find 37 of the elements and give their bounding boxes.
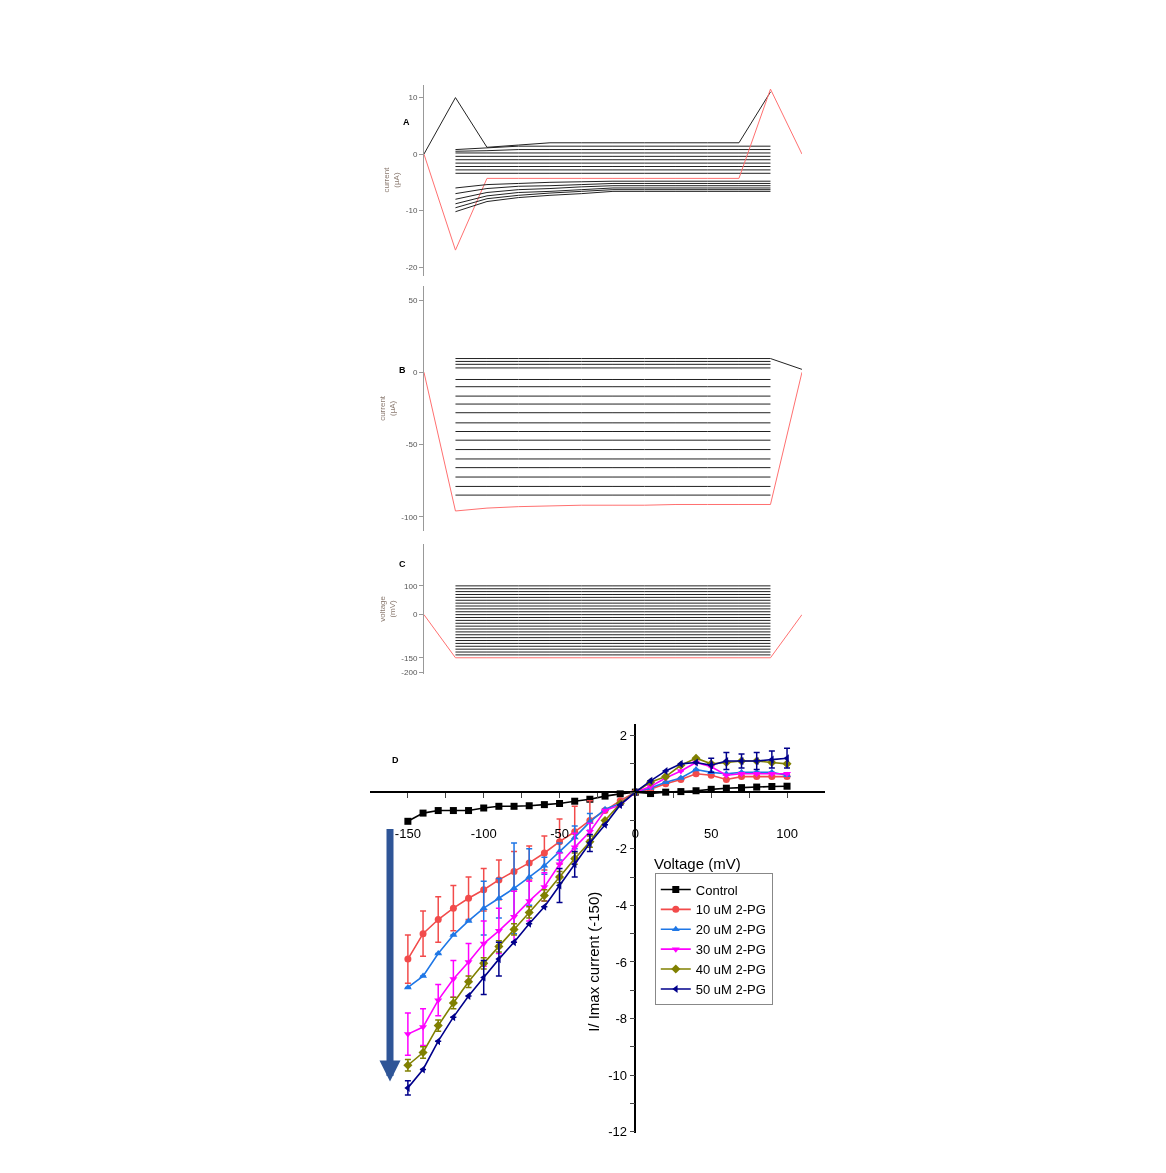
x-tick-label: 100 <box>776 825 798 841</box>
y-tick-label: -10 <box>405 206 418 216</box>
legend-label: 30 uM 2-PG <box>695 942 766 958</box>
y-tick-label: -4 <box>615 897 628 913</box>
y-tick-label: -50 <box>405 440 418 450</box>
legend-label: 10 uM 2-PG <box>695 902 766 918</box>
x-axis-title: Voltage (mV) <box>654 855 741 872</box>
y-axis-title: voltage (mV) <box>377 595 398 622</box>
annotation: D <box>392 755 399 765</box>
text: B <box>399 365 406 375</box>
y-tick-label: 10 <box>408 93 418 103</box>
legend-label: Control <box>695 882 738 898</box>
y-tick-label: -150 <box>401 653 418 663</box>
y-tick-label: -10 <box>608 1067 628 1083</box>
y-tick-label: -8 <box>615 1011 628 1027</box>
x-tick-label: 50 <box>703 825 719 841</box>
y-tick-label: 2 <box>619 728 628 744</box>
y-tick-label: -200 <box>401 667 418 677</box>
y-tick-label: 0 <box>412 368 418 378</box>
y-tick-label: -20 <box>405 262 418 272</box>
y-tick-label: -100 <box>401 512 418 522</box>
legend-label: 40 uM 2-PG <box>695 962 766 978</box>
text: C <box>399 559 406 569</box>
y-axis-title: current (µA) <box>382 166 402 193</box>
annotation: A <box>403 117 410 127</box>
y-tick-label: -2 <box>615 841 628 857</box>
y-tick-label: 100 <box>404 581 418 591</box>
legend-label: 20 uM 2-PG <box>695 922 766 938</box>
y-tick-label: -12 <box>608 1124 628 1140</box>
legend-label: 50 uM 2-PG <box>695 982 766 998</box>
y-axis-title: I/ Imax current (-150) <box>584 891 602 1032</box>
x-tick-label: -100 <box>470 825 497 841</box>
y-tick-label: 0 <box>412 149 418 159</box>
y-tick-label: -6 <box>615 954 628 970</box>
y-axis-title: current (µA) <box>377 395 398 421</box>
y-tick-label: 50 <box>408 295 418 305</box>
y-tick-label: 0 <box>412 610 418 620</box>
